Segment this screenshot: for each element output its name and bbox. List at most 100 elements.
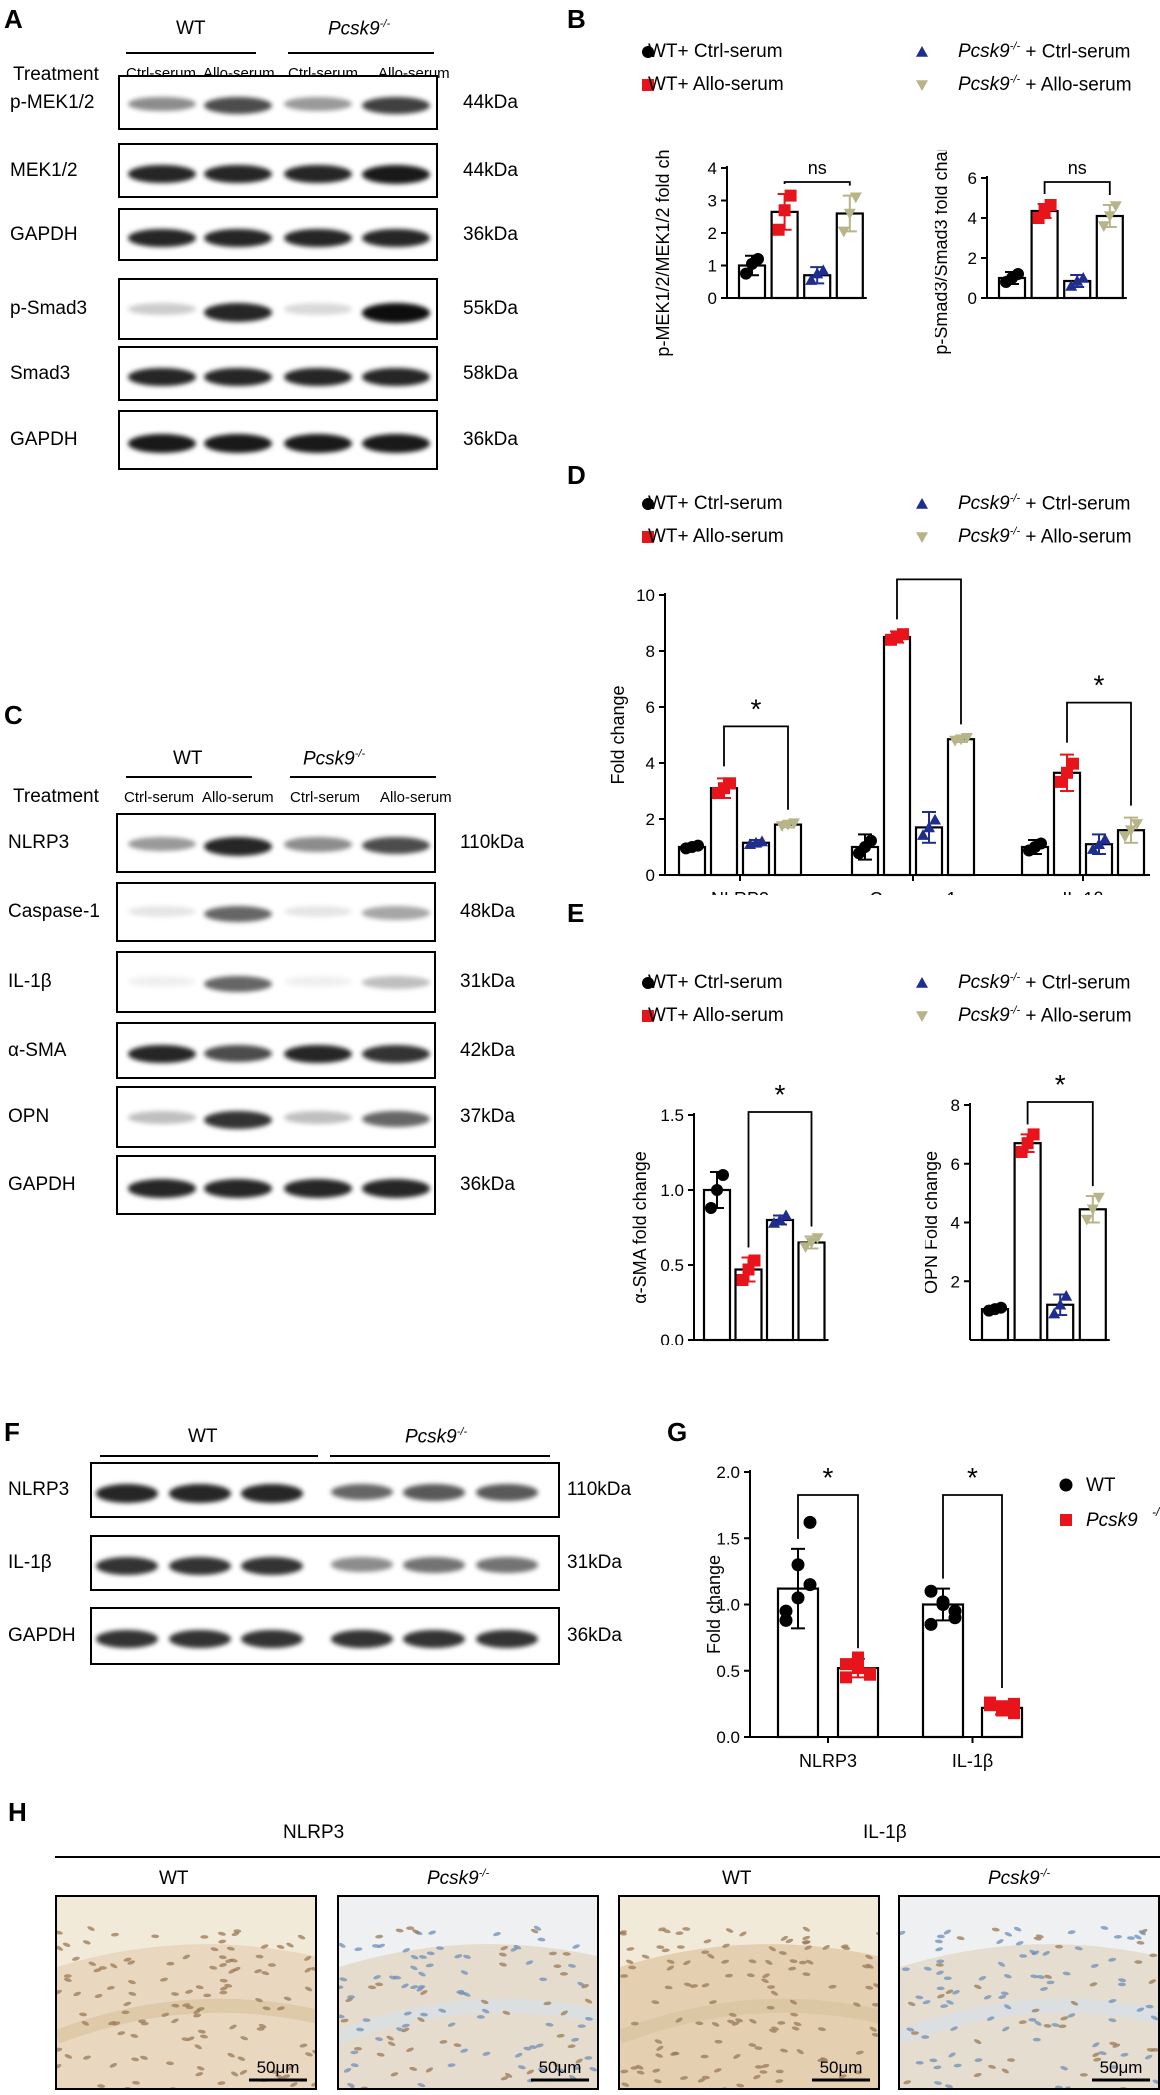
- significance-label: *: [1094, 670, 1105, 701]
- cell-nucleus: [79, 2012, 88, 2017]
- cell-nucleus: [498, 1952, 507, 1957]
- y-tick-label: 4: [708, 159, 717, 178]
- cell-nucleus: [232, 1966, 241, 1972]
- cell-nucleus: [1138, 1930, 1146, 1936]
- cell-nucleus: [701, 1983, 710, 1988]
- allo-label: Allo-serum: [202, 789, 274, 806]
- marker-triangle-down: [1119, 831, 1131, 843]
- cell-nucleus: [128, 1991, 137, 1996]
- cell-nucleus: [526, 2069, 534, 2075]
- cell-nucleus: [219, 1990, 228, 1995]
- cell-nucleus: [1144, 2054, 1153, 2060]
- cell-nucleus: [299, 2043, 308, 2048]
- cell-nucleus: [996, 1939, 1004, 1945]
- cell-nucleus: [73, 1991, 81, 1997]
- cell-nucleus: [1019, 1954, 1028, 1958]
- cell-nucleus: [871, 2033, 878, 2037]
- y-tick-label: 8: [646, 642, 655, 661]
- cell-nucleus: [217, 1931, 226, 1936]
- cell-nucleus: [297, 1934, 306, 1940]
- legend-ko-ctrl: Pcsk9-/- + Ctrl-serum: [958, 41, 1131, 63]
- cell-nucleus: [304, 1986, 313, 1992]
- cell-nucleus: [770, 1990, 779, 1996]
- marker-triangle: [1077, 272, 1090, 283]
- chart-pmek: 0 1 2 3 4 p-MEK1/2/MEK1/2 fold change ns: [655, 150, 867, 357]
- cell-nucleus: [217, 2081, 226, 2085]
- cell-nucleus: [1109, 2041, 1118, 2046]
- protein-band: [204, 1044, 272, 1062]
- group-line: [288, 52, 434, 54]
- cell-nucleus: [290, 2082, 298, 2087]
- cell-nucleus: [1126, 1936, 1135, 1940]
- cell-nucleus: [675, 2017, 683, 2023]
- cell-nucleus: [229, 2024, 237, 2030]
- cell-nucleus: [410, 1965, 418, 1971]
- legend-wt-allo: WT+ Allo-serum: [648, 526, 784, 547]
- cell-nucleus: [111, 1932, 119, 1937]
- protein-band: [284, 906, 352, 917]
- legend-wt-ctrl: WT+ Ctrl-serum: [648, 972, 783, 993]
- y-tick-label: 6: [968, 169, 977, 188]
- molecular-weight: 36kDa: [460, 1174, 515, 1195]
- cell-nucleus: [828, 1984, 837, 1989]
- cell-nucleus: [1093, 2057, 1102, 2062]
- marker-triangle-down: [1080, 1214, 1093, 1226]
- significance-bracket: [896, 578, 962, 725]
- cell-nucleus: [124, 2086, 133, 2088]
- cell-nucleus: [749, 2018, 757, 2024]
- protein-band: [204, 1179, 272, 1198]
- cell-nucleus: [620, 1974, 629, 1978]
- cell-nucleus: [523, 2046, 532, 2051]
- cell-nucleus: [83, 2055, 91, 2060]
- molecular-weight: 55kDa: [463, 298, 518, 319]
- cell-nucleus: [123, 2001, 132, 2007]
- group-line: [55, 1856, 621, 1858]
- cell-nucleus: [754, 2065, 763, 2069]
- blot-row-label: GAPDH: [8, 1625, 76, 1646]
- cell-nucleus: [151, 1934, 160, 1939]
- cell-nucleus: [676, 1945, 685, 1949]
- cell-nucleus: [946, 2000, 954, 2005]
- cell-nucleus: [950, 2026, 958, 2031]
- cell-nucleus: [1092, 2042, 1100, 2048]
- cell-nucleus: [1046, 1980, 1055, 1985]
- histology-image: 50μm: [337, 1895, 599, 2090]
- marker-triangle: [805, 274, 818, 285]
- molecular-weight: 36kDa: [567, 1625, 622, 1646]
- blot-strip: [118, 143, 438, 198]
- tissue-texture: 50μm: [900, 1897, 1158, 2088]
- protein-band: [204, 976, 272, 992]
- marker-triangle: [774, 1214, 786, 1225]
- molecular-weight: 31kDa: [567, 1552, 622, 1573]
- marker-circle: [705, 1202, 717, 1214]
- cell-nucleus: [1145, 2004, 1154, 2009]
- cell-nucleus: [934, 2081, 943, 2085]
- cell-nucleus: [1074, 1946, 1083, 1951]
- cell-nucleus: [1134, 1934, 1142, 1940]
- cell-nucleus: [1036, 1975, 1045, 1979]
- cell-nucleus: [791, 2026, 800, 2031]
- cell-nucleus: [447, 2063, 456, 2068]
- cell-nucleus: [1031, 2008, 1040, 2013]
- cell-nucleus: [195, 1985, 204, 1990]
- tissue-lumen: [57, 1897, 315, 1967]
- cell-nucleus: [739, 1931, 747, 1937]
- cell-nucleus: [395, 1928, 404, 1933]
- cell-nucleus: [560, 2010, 568, 2016]
- marker-circle: [752, 253, 764, 265]
- marker-triangle: [1087, 843, 1099, 854]
- cell-nucleus: [988, 2064, 996, 2069]
- protein-band: [204, 906, 272, 922]
- y-tick-label: 0.5: [660, 1256, 684, 1275]
- cell-nucleus: [1090, 1963, 1099, 1968]
- blot-strip: [90, 1607, 560, 1665]
- cell-nucleus: [790, 2012, 799, 2017]
- protein-band: [128, 1044, 196, 1063]
- bar: [882, 635, 912, 877]
- cell-nucleus: [940, 2004, 949, 2008]
- molecular-weight: 44kDa: [463, 159, 518, 181]
- cell-nucleus: [572, 1944, 580, 1949]
- cell-nucleus: [82, 1940, 91, 1945]
- cell-nucleus: [196, 2007, 205, 2011]
- blot-row-label: Caspase-1: [8, 901, 100, 922]
